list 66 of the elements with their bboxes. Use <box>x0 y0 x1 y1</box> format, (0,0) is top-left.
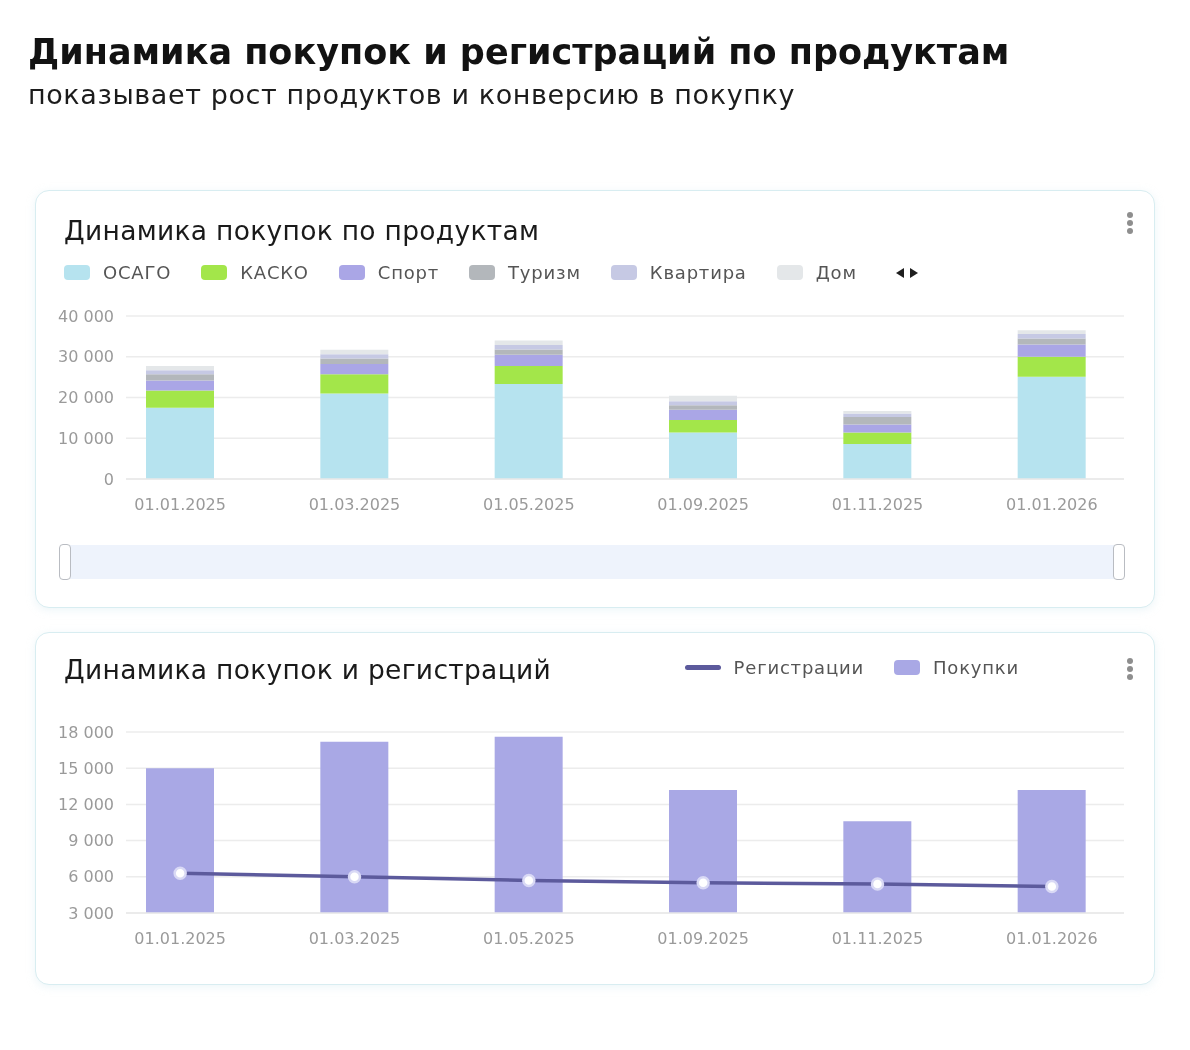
bar <box>320 393 389 479</box>
bar <box>146 374 214 381</box>
bar <box>669 401 737 406</box>
bar <box>320 358 389 365</box>
chart-title: Динамика покупок и регистраций <box>64 654 552 686</box>
legend-label: КАСКО <box>240 262 309 283</box>
x-tick-label: 01.03.2025 <box>308 495 401 515</box>
chart-title: Динамика покупок по продуктам <box>64 215 540 247</box>
x-tick-label: 01.03.2025 <box>308 929 401 949</box>
y-tick-label: 6 000 <box>68 867 114 887</box>
x-tick-label: 01.01.2026 <box>1006 929 1098 949</box>
legend-label: Регистрации <box>733 657 864 678</box>
bar <box>146 380 214 391</box>
bar <box>1017 376 1086 479</box>
y-tick-label: 9 000 <box>68 831 114 851</box>
x-tick-label: 01.01.2026 <box>1006 495 1098 515</box>
bar <box>1017 356 1086 377</box>
y-tick-label: 3 000 <box>68 903 114 923</box>
bar <box>1017 338 1086 345</box>
bar <box>320 354 389 359</box>
bar <box>494 384 563 479</box>
bar <box>494 354 563 367</box>
bar <box>669 409 737 420</box>
text: показывает рост продуктов и конверсию в покупку <box>28 78 796 112</box>
x-tick-label: 01.09.2025 <box>657 495 749 515</box>
x-tick-label: 01.11.2025 <box>831 929 924 949</box>
text: Динамика покупок и регистраций по продуктам <box>28 31 1011 74</box>
legend-label: Покупки <box>932 657 1019 678</box>
x-tick-label: 01.05.2025 <box>483 495 575 515</box>
bar <box>146 366 214 371</box>
bar <box>843 424 912 433</box>
bar <box>843 443 912 479</box>
x-tick-label: 01.01.2025 <box>134 495 226 515</box>
legend-label: Спорт <box>377 262 440 283</box>
y-tick-label: 0 <box>103 469 114 489</box>
bar <box>494 366 563 385</box>
bar <box>1017 344 1086 357</box>
bar <box>843 417 912 425</box>
bar <box>320 374 389 394</box>
legend-label: Туризм <box>508 262 581 283</box>
bar <box>146 370 214 375</box>
x-tick-label: 01.11.2025 <box>831 495 924 515</box>
y-tick-label: 10 000 <box>58 428 114 448</box>
x-tick-label: 01.01.2025 <box>134 929 226 949</box>
bar <box>146 390 214 408</box>
bar <box>1017 330 1086 334</box>
x-tick-label: 01.05.2025 <box>483 929 575 949</box>
bar <box>669 419 737 433</box>
bar <box>494 349 563 355</box>
bar <box>669 405 737 410</box>
bar <box>843 413 912 418</box>
bar <box>669 432 737 479</box>
y-tick-label: 40 000 <box>58 306 114 326</box>
bar <box>843 432 912 444</box>
bar <box>146 407 214 479</box>
legend-label: ОСАГО <box>103 262 172 283</box>
y-tick-label: 12 000 <box>58 795 114 815</box>
bar <box>494 340 563 345</box>
y-tick-label: 30 000 <box>58 347 114 367</box>
y-tick-label: 18 000 <box>58 722 114 742</box>
legend-label: Квартира <box>649 262 747 283</box>
bar <box>320 364 389 375</box>
y-tick-label: 20 000 <box>58 388 114 408</box>
legend-label: Дом <box>815 262 857 283</box>
y-tick-label: 15 000 <box>58 758 114 778</box>
x-tick-label: 01.09.2025 <box>657 929 749 949</box>
